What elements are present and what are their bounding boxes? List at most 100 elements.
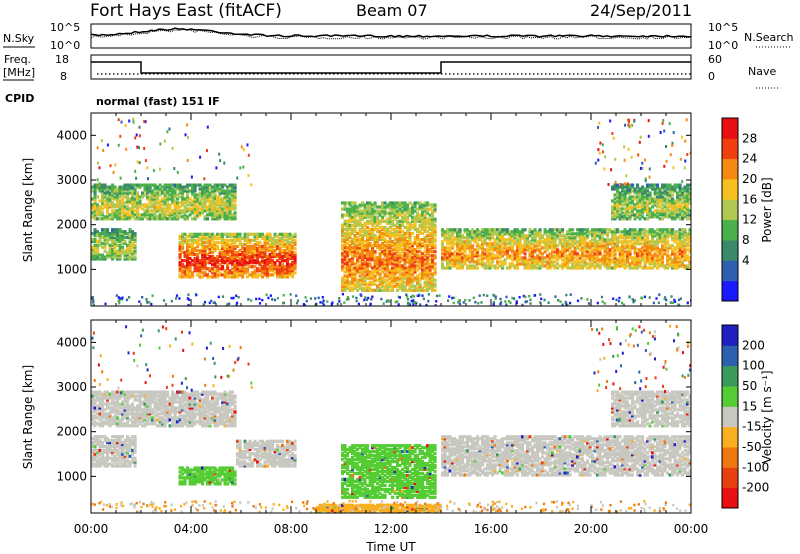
echo-cell	[353, 242, 357, 246]
echo-cell	[671, 260, 675, 264]
echo-cell	[676, 209, 680, 213]
echo-cell	[191, 246, 195, 251]
echo-cell	[186, 238, 190, 242]
echo-cell	[566, 240, 570, 244]
echo-cell	[121, 211, 125, 215]
echo-cell	[521, 234, 525, 238]
echo-cell	[113, 241, 117, 245]
echo-cell	[111, 249, 115, 253]
echo-cell	[396, 254, 400, 258]
echo-cell	[191, 232, 195, 236]
echo-cell	[261, 255, 265, 259]
echo-cell	[341, 268, 345, 272]
echo-cell	[186, 197, 190, 201]
echo-cell	[231, 234, 235, 238]
echo-cell	[431, 280, 435, 284]
echo-cell	[351, 280, 355, 284]
echo-cell	[493, 246, 497, 250]
echo-cell	[398, 248, 402, 252]
echo-cell	[408, 268, 412, 272]
echo-cell	[136, 209, 140, 213]
echo-cell	[271, 273, 275, 277]
echo-cell	[283, 244, 287, 248]
echo-cell	[286, 267, 290, 271]
echo-cell	[623, 264, 627, 268]
echo-cell	[551, 236, 555, 240]
echo-cell	[388, 300, 391, 303]
echo-cell	[633, 207, 637, 211]
echo-cell	[378, 252, 382, 256]
echo-cell	[531, 242, 535, 246]
echo-cell	[596, 264, 600, 268]
echo-cell	[146, 191, 150, 195]
echo-cell	[546, 256, 550, 260]
echo-cell	[468, 250, 472, 254]
echo-cell	[503, 238, 507, 242]
echo-cell	[578, 240, 582, 244]
echo-cell	[276, 253, 280, 257]
echo-cell	[596, 258, 600, 262]
echo-cell	[608, 238, 612, 242]
echo-cell	[373, 258, 377, 262]
echo-cell	[263, 246, 267, 251]
echo-cell	[208, 213, 212, 217]
echo-cell	[393, 280, 397, 284]
echo-cell	[433, 205, 437, 209]
echo-cell	[188, 244, 192, 248]
echo-cell	[273, 267, 277, 271]
echo-cell	[278, 273, 282, 277]
echo-cell	[133, 255, 137, 259]
echo-cell	[188, 248, 192, 253]
echo-cell	[206, 275, 210, 279]
echo-cell	[133, 213, 137, 217]
echo-cell	[593, 230, 597, 234]
echo-cell	[358, 284, 362, 288]
echo-cell	[636, 199, 640, 203]
echo-cell	[413, 276, 417, 280]
echo-cell	[206, 209, 210, 213]
echo-cell	[461, 234, 465, 238]
echo-cell	[103, 205, 107, 209]
echo-cell	[666, 248, 670, 252]
echo-cell	[408, 201, 412, 205]
echo-cell	[516, 248, 520, 252]
echo-cell	[93, 205, 97, 209]
echo-cell	[463, 258, 467, 262]
echo-cell	[381, 260, 385, 264]
echo-cell	[448, 252, 452, 256]
echo-cell	[201, 207, 205, 211]
echo-cell	[261, 261, 265, 265]
echo-cell	[386, 248, 390, 252]
echo-cell	[516, 242, 520, 246]
echo-cell	[386, 270, 390, 274]
echo-cell	[686, 207, 690, 211]
echo-cell	[638, 211, 642, 215]
echo-cell	[173, 183, 177, 187]
echo-cell	[191, 207, 195, 211]
echo-cell	[408, 270, 412, 274]
echo-cell	[116, 191, 120, 195]
echo-cell	[631, 211, 635, 215]
echo-cell	[118, 237, 122, 242]
echo-cell	[676, 201, 680, 205]
echo-cell	[623, 228, 627, 232]
echo-cell	[363, 213, 367, 217]
echo-cell	[106, 185, 110, 189]
echo-cell	[381, 209, 385, 213]
echo-cell	[211, 197, 215, 201]
echo-cell	[433, 225, 437, 229]
echo-cell	[686, 264, 690, 268]
echo-cell	[393, 246, 397, 250]
echo-cell	[398, 286, 402, 290]
echo-cell	[221, 189, 225, 193]
echo-cell	[501, 248, 505, 252]
echo-cell	[178, 253, 182, 257]
echo-cell	[233, 215, 237, 219]
echo-cell	[418, 207, 422, 211]
echo-cell	[213, 209, 217, 213]
echo-cell	[191, 240, 195, 244]
echo-cell	[266, 236, 270, 240]
echo-cell	[418, 231, 422, 235]
echo-cell	[646, 240, 650, 244]
echo-cell	[293, 263, 297, 267]
